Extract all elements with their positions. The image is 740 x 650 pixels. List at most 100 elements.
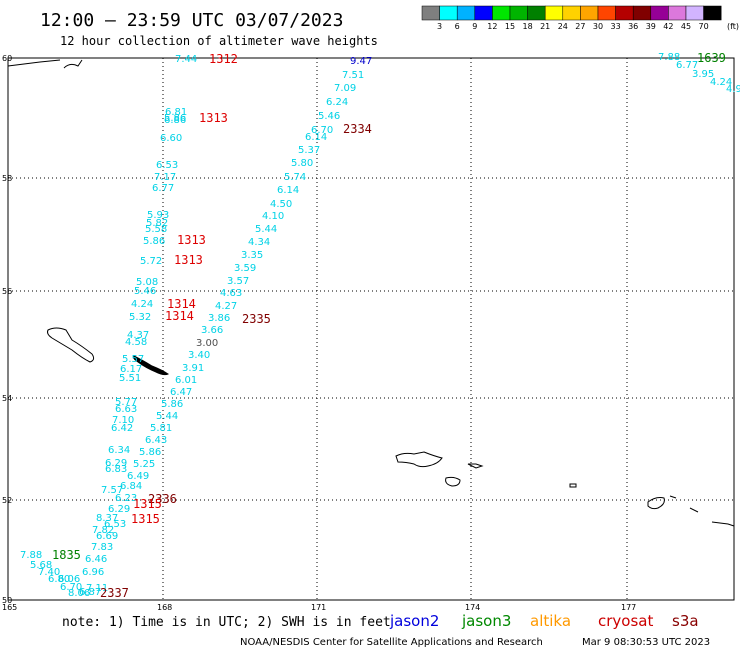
wave-height-label: 6.80 [48, 574, 70, 585]
satellite-legend-item: jason2 [389, 612, 439, 630]
wave-height-label: 6.96 [82, 567, 104, 578]
latitude-label: 54 [2, 394, 12, 403]
wave-height-label: 5.46 [134, 286, 156, 297]
colorbar-swatch [580, 5, 599, 21]
wave-height-label: 6. [0, 0, 10, 3]
wave-height-label: 6.83 [105, 464, 127, 475]
medny-island [133, 355, 169, 376]
wave-height-label: 7.88 [658, 52, 680, 63]
wave-height-label: 4.63 [220, 288, 242, 299]
wave-height-label: 5.77 [115, 397, 137, 408]
wave-height-label: 6.06 [58, 574, 80, 585]
wave-height-label: 5.72 [140, 256, 162, 267]
latitude-label: 58 [2, 174, 12, 183]
wave-height-label: 5.82 [146, 218, 168, 229]
wave-height-label: 6.77 [676, 60, 698, 71]
colorbar-unit: (ft) [727, 22, 739, 31]
longitude-label: 174 [465, 603, 480, 612]
small-islet-a [467, 463, 484, 469]
wave-height-label: 6.14 [305, 132, 327, 143]
wave-height-label: 5.58 [145, 224, 167, 235]
wave-height-label: 4.27 [215, 301, 237, 312]
colorbar-tick: 33 [611, 22, 621, 31]
wave-height-label: 5.86 [139, 447, 161, 458]
wave-height-label: 5.44 [156, 411, 178, 422]
wave-height-label: 4.34 [248, 237, 270, 248]
latitude-label: 60 [2, 54, 12, 63]
wave-height-label: 3.00 [196, 338, 218, 349]
colorbar-swatch [650, 5, 669, 21]
plot-frame [7, 57, 735, 601]
satellite-legend: jason2 jason3 altika cryosat s3a [389, 612, 699, 630]
wave-height-label: 5.80 [291, 158, 313, 169]
longitude-label: 171 [311, 603, 326, 612]
wave-height-label: 6.14 [277, 185, 299, 196]
wave-height-label: 3.59 [234, 263, 256, 274]
wave-height-labels: 7.44 9.477.517.096.245.466.706.145.375.80… [0, 0, 740, 599]
wave-height-label: 6.49 [127, 471, 149, 482]
wave-height-label: 5.51 [119, 373, 141, 384]
rat-islets [669, 495, 735, 527]
wave-height-label: 4.10 [262, 211, 284, 222]
colorbar-swatch [527, 5, 546, 21]
longitude-label: 177 [621, 603, 636, 612]
latitude-labels: 60 58 56 54 52 50 [2, 54, 12, 605]
colorbar-swatch [685, 5, 704, 21]
colorbar-swatch [544, 5, 564, 21]
colorbar-swatch [456, 5, 476, 21]
pass-time-label: 2337 [100, 586, 129, 600]
wave-height-label: 7.10 [112, 415, 134, 426]
wave-height-label: 6.17 [120, 364, 142, 375]
wave-height-label: 7.40 [38, 567, 60, 578]
wave-height-label: 6.70 [60, 582, 82, 593]
colorbar-swatch [597, 5, 616, 21]
wave-height-label: 4.58 [125, 337, 147, 348]
near-islands-attu [395, 451, 443, 468]
pass-time-label: 1639 [697, 51, 726, 65]
wave-height-label: 5.57 [122, 354, 144, 365]
wave-height-label: 3.95 [692, 69, 714, 80]
wave-height-label: 7.51 [342, 70, 364, 81]
longitude-label: 168 [157, 603, 172, 612]
wave-height-label: 5.86 [143, 236, 165, 247]
wave-height-label: 6.47 [170, 387, 192, 398]
longitude-label: 165 [2, 603, 17, 612]
satellite-legend-item: cryosat [598, 612, 653, 630]
wave-height-label: 6.77 [152, 183, 174, 194]
wave-height-label: 3.86 [208, 313, 230, 324]
colorbar-tick: 36 [628, 22, 638, 31]
wave-height-colorbar: 3 6 9 12 15 18 21 24 27 30 33 36 39 42 45 70 [421, 5, 722, 31]
wave-height-label: 4.24 [131, 299, 153, 310]
satellite-legend-item: s3a [672, 612, 699, 630]
colorbar-tick: 12 [487, 22, 497, 31]
pass-time-label: 1313 [174, 253, 203, 267]
wave-height-label: 6.60 [160, 133, 182, 144]
wave-height-label: 7.17 [154, 172, 176, 183]
wave-height-label: 7.09 [334, 83, 356, 94]
wave-height-label: 8.06 [68, 588, 90, 599]
colorbar-swatch [492, 5, 511, 21]
wave-height-label: 6.53 [104, 519, 126, 530]
wave-height-label: 5.46 [318, 111, 340, 122]
wave-height-label: 3.35 [241, 250, 263, 261]
pass-time-label: 1314 [167, 297, 196, 311]
wave-height-label: 6.63 [115, 404, 137, 415]
wave-height-label: 6.69 [96, 531, 118, 542]
colorbar-swatch [703, 5, 722, 21]
pass-time-label: 2335 [242, 312, 271, 326]
wave-height-label: 5.32 [129, 312, 151, 323]
wave-height-label: 3.66 [201, 325, 223, 336]
wave-height-label: 3.40 [188, 350, 210, 361]
wave-height-label: 8.37 [96, 513, 118, 524]
pass-time-label: 1315 [131, 512, 160, 526]
colorbar-swatch [615, 5, 634, 21]
footer-note: note: 1) Time is in UTC; 2) SWH is in fe… [62, 615, 391, 630]
wave-height-label: 5.86 [161, 399, 183, 410]
colorbar-swatch [668, 5, 687, 21]
map-title: 12:00 — 23:59 UTC 03/07/2023 [40, 10, 343, 31]
wave-height-label: 7.82 [92, 525, 114, 536]
colorbar-tick: 39 [646, 22, 656, 31]
colorbar-tick: 24 [558, 22, 568, 31]
